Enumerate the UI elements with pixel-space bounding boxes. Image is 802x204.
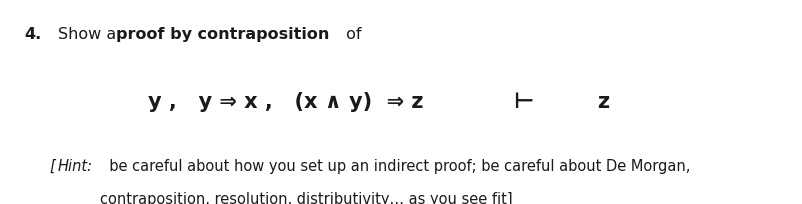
Text: [: [ [50, 159, 55, 174]
Text: y ,   y ⇒ x ,   (x ∧ y)  ⇒ z: y , y ⇒ x , (x ∧ y) ⇒ z [148, 92, 424, 112]
Text: of: of [341, 27, 362, 42]
Text: contraposition, resolution, distributivity… as you see fit]: contraposition, resolution, distributivi… [100, 192, 512, 204]
Text: Hint:: Hint: [58, 159, 93, 174]
Text: proof by contraposition: proof by contraposition [116, 27, 330, 42]
Text: Show a: Show a [58, 27, 121, 42]
Text: z: z [597, 92, 610, 112]
Text: 4.: 4. [24, 27, 42, 42]
Text: be careful about how you set up an indirect proof; be careful about De Morgan,: be careful about how you set up an indir… [100, 159, 691, 174]
Text: ⊢: ⊢ [513, 92, 533, 112]
